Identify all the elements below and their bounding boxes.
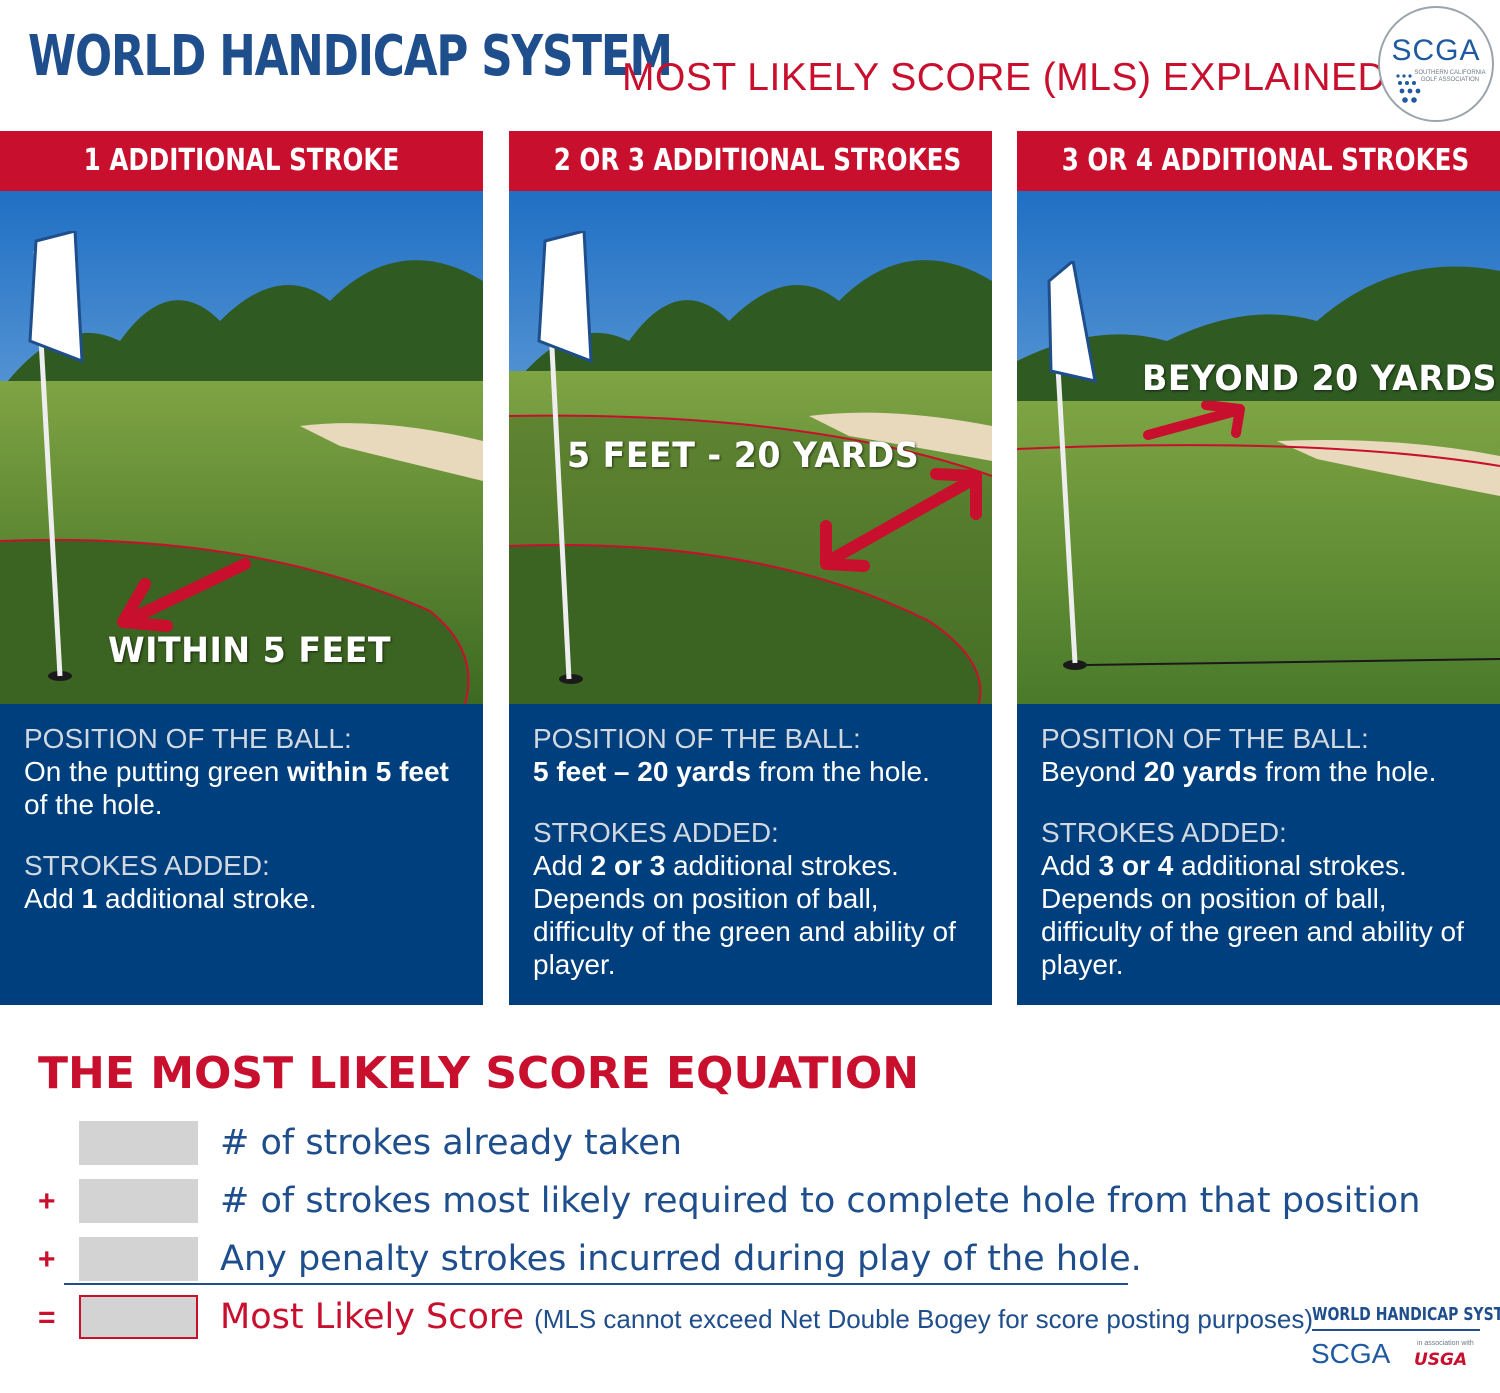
panel-header: 2 OR 3 ADDITIONAL STROKES (509, 131, 992, 191)
panel-beyond-20-yards: 3 OR 4 ADDITIONAL STROKES (1017, 131, 1500, 1005)
equation-note: (MLS cannot exceed Net Double Bogey for … (534, 1304, 1314, 1334)
panel-5-feet-20-yards: 2 OR 3 ADDITIONAL STROKES (509, 131, 992, 1005)
arrow-icon (1143, 401, 1245, 440)
panel-body: POSITION OF THE BALL: On the putting gre… (0, 704, 483, 915)
footer-association-text: in association with (1417, 1340, 1474, 1347)
page-title: WORLD HANDICAP SYSTEM (28, 24, 673, 89)
position-label: POSITION OF THE BALL: (24, 723, 352, 754)
strokes-label: STROKES ADDED: (24, 850, 270, 881)
arrow-icon (820, 468, 982, 572)
logo-subtext: SOUTHERN CALIFORNIA GOLF ASSOCIATION (1414, 70, 1486, 83)
equation-text: # of strokes already taken (220, 1123, 682, 1163)
equation-value-box (79, 1121, 198, 1165)
equation-row: = Most Likely Score (MLS cannot exceed Ne… (0, 1295, 1500, 1341)
panel-header-label: 3 OR 4 ADDITIONAL STROKES (1061, 143, 1470, 178)
equation-row: # of strokes already taken (0, 1121, 1500, 1167)
footer-whs-logo: WORLD HANDICAP SYSTEM (1312, 1304, 1500, 1325)
panel-header-label: 1 ADDITIONAL STROKE (83, 143, 400, 178)
arrow-icon (117, 558, 251, 632)
strokes-note: Depends on position of ball, difficulty … (533, 883, 956, 980)
position-text: Beyond 20 yards from the hole. (1041, 756, 1437, 787)
green-photo: 5 FEET - 20 YARDS (509, 191, 992, 704)
panel-body: POSITION OF THE BALL: 5 feet – 20 yards … (509, 704, 992, 981)
equation-text: # of strokes most likely required to com… (220, 1181, 1421, 1221)
equation-operator: = (38, 1301, 56, 1334)
equation-text: Any penalty strokes incurred during play… (220, 1239, 1142, 1279)
equation-result-box (79, 1295, 198, 1339)
equation-row: + # of strokes most likely required to c… (0, 1179, 1500, 1225)
logo-text: SCGA (1391, 34, 1481, 67)
footer-divider (1312, 1329, 1480, 1331)
equation-value-box (79, 1237, 198, 1281)
strokes-text: Add 3 or 4 additional strokes. (1041, 850, 1407, 881)
footer-usga-logo: USGA (1414, 1350, 1468, 1370)
equation-value-box (79, 1179, 198, 1223)
equation-divider (64, 1283, 1128, 1285)
footer-scga-logo: SCGA (1311, 1338, 1391, 1369)
flag-icon (537, 231, 593, 680)
equation-row: + Any penalty strokes incurred during pl… (0, 1237, 1500, 1283)
position-text: On the putting green within 5 feet of th… (24, 756, 449, 820)
panel-body: POSITION OF THE BALL: Beyond 20 yards fr… (1017, 704, 1500, 981)
position-label: POSITION OF THE BALL: (1041, 723, 1369, 754)
golf-ball-icon (1396, 74, 1421, 103)
equation-title: THE MOST LIKELY SCORE EQUATION (38, 1048, 920, 1099)
equation-operator: + (38, 1185, 56, 1218)
strokes-text: Add 2 or 3 additional strokes. (533, 850, 899, 881)
scga-logo: SCGA SOUTHERN CALIFORNIA GOLF ASSOCIATIO… (1378, 6, 1494, 122)
green-photo: BEYOND 20 YARDS (1017, 191, 1500, 704)
equation-result-text: Most Likely Score (MLS cannot exceed Net … (220, 1297, 1314, 1337)
flag-icon (28, 231, 84, 677)
panel-within-5-feet: 1 ADDITIONAL STROKE (0, 131, 483, 1005)
green-photo: WITHIN 5 FEET (0, 191, 483, 704)
equation-operator: + (38, 1243, 56, 1276)
photo-label: WITHIN 5 FEET (108, 631, 392, 671)
flag-icon (1047, 261, 1097, 664)
photo-label: 5 FEET - 20 YARDS (567, 436, 920, 476)
panel-header-label: 2 OR 3 ADDITIONAL STROKES (553, 143, 962, 178)
strokes-note: Depends on position of ball, difficulty … (1041, 883, 1464, 980)
strokes-text: Add 1 additional stroke. (24, 883, 317, 914)
panel-header: 1 ADDITIONAL STROKE (0, 131, 483, 191)
strokes-label: STROKES ADDED: (533, 817, 779, 848)
position-label: POSITION OF THE BALL: (533, 723, 861, 754)
page-subtitle: MOST LIKELY SCORE (MLS) EXPLAINED (622, 56, 1387, 99)
strokes-label: STROKES ADDED: (1041, 817, 1287, 848)
photo-label: BEYOND 20 YARDS (1142, 359, 1497, 399)
position-text: 5 feet – 20 yards from the hole. (533, 756, 930, 787)
panel-header: 3 OR 4 ADDITIONAL STROKES (1017, 131, 1500, 191)
